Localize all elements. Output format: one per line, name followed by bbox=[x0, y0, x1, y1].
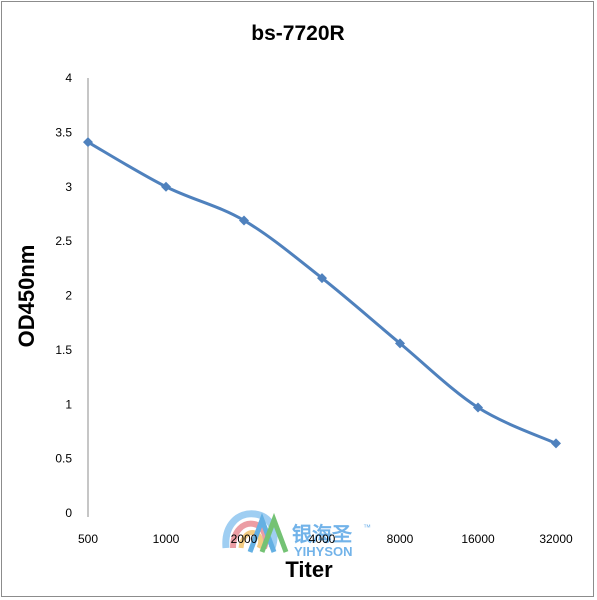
y-tick-label: 3.5 bbox=[55, 125, 72, 139]
x-tick-label: 8000 bbox=[387, 532, 414, 546]
y-tick-label: 4 bbox=[65, 71, 72, 85]
x-tick-label: 2000 bbox=[231, 532, 258, 546]
data-point-marker bbox=[239, 215, 249, 226]
data-point-marker bbox=[551, 438, 561, 449]
y-tick-label: 0 bbox=[65, 506, 72, 520]
data-point-marker bbox=[395, 338, 405, 349]
data-point-marker bbox=[317, 273, 327, 284]
y-tick-label: 1 bbox=[65, 397, 72, 411]
x-tick-label: 32000 bbox=[539, 532, 573, 546]
data-point-marker bbox=[473, 402, 483, 413]
y-ticks: 0 0.5 1 1.5 2 2.5 3 3.5 4 bbox=[55, 71, 72, 520]
y-tick-label: 2.5 bbox=[55, 234, 72, 248]
chart-title: bs-7720R bbox=[251, 22, 344, 45]
y-tick-label: 0.5 bbox=[55, 452, 72, 466]
x-tick-label: 1000 bbox=[153, 532, 180, 546]
y-tick-label: 2 bbox=[65, 289, 72, 303]
y-tick-label: 1.5 bbox=[55, 343, 72, 357]
watermark-tm: ™ bbox=[363, 523, 371, 532]
watermark-logo: 银海圣 ™ YIHYSON bbox=[222, 510, 371, 559]
yihyson-logo-icon bbox=[222, 510, 289, 553]
data-point-marker bbox=[83, 137, 93, 148]
x-ticks: 500 1000 2000 4000 8000 16000 32000 bbox=[78, 532, 573, 546]
data-point-marker bbox=[161, 181, 171, 192]
series-line bbox=[87, 140, 557, 445]
x-tick-label: 16000 bbox=[461, 532, 495, 546]
x-tick-label: 4000 bbox=[309, 532, 336, 546]
y-tick-label: 3 bbox=[65, 180, 72, 194]
watermark-cn: 银海圣 bbox=[292, 522, 353, 546]
y-axis-label: OD450nm bbox=[14, 245, 39, 348]
watermark-en: YIHYSON bbox=[294, 544, 353, 559]
series-group bbox=[83, 137, 561, 449]
x-tick-label: 500 bbox=[78, 532, 98, 546]
x-axis-label: Titer bbox=[285, 557, 333, 582]
